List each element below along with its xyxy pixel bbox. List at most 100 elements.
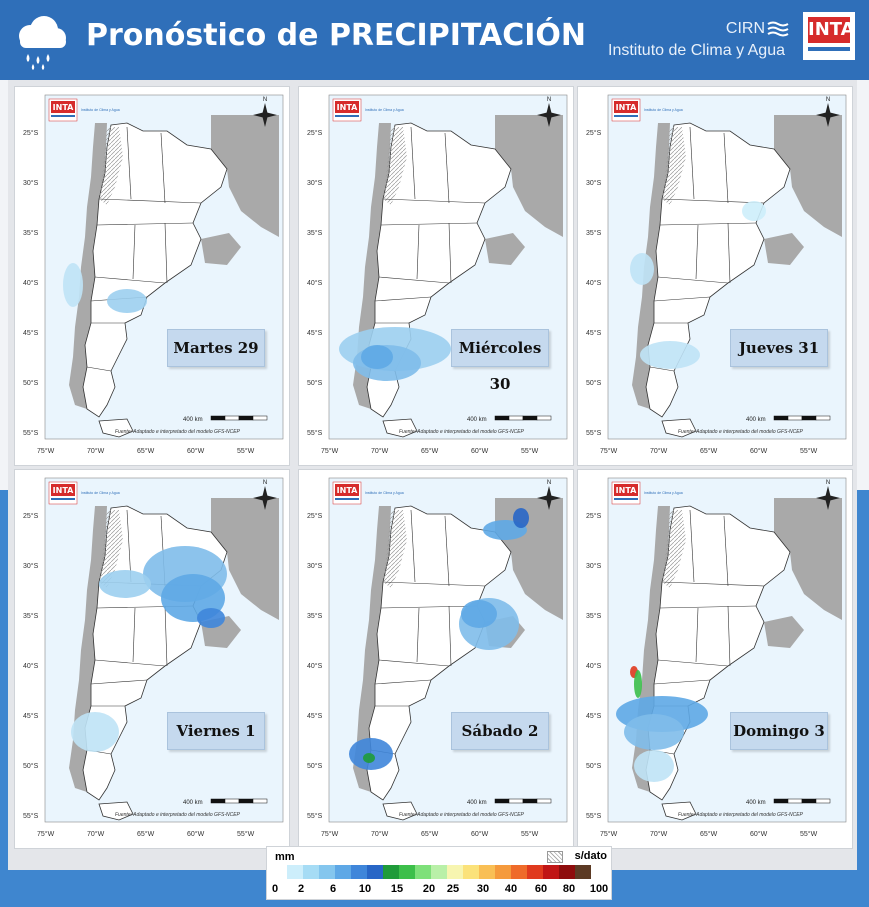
- forecast-map: 25°S 30°S 35°S 40°S 45°S 50°S 55°S 75°W 70°W 65°W…: [307, 94, 568, 455]
- province-border: [723, 132, 729, 204]
- legend-swatch: [367, 865, 383, 879]
- forecast-map-panel: 25°S 30°S 35°S 40°S 45°S 50°S 55°S 75°W 70°W 65°W…: [577, 86, 853, 466]
- legend-unit: mm: [275, 851, 295, 863]
- mini-logo-line: [51, 498, 75, 500]
- lon-label: 75°W: [37, 830, 55, 838]
- lon-label: 55°W: [800, 830, 818, 838]
- scale-segment: [508, 415, 524, 421]
- brand-block: CIRN Instituto de Clima y Agua INTA: [595, 12, 855, 68]
- argentina-land: [82, 122, 228, 418]
- forecast-map: 25°S 30°S 35°S 40°S 45°S 50°S 55°S 75°W 70°W 65°W…: [586, 477, 847, 838]
- uruguay-land: [201, 233, 241, 265]
- source-note: Fuente: Adaptado e interpretado del mode…: [678, 429, 804, 435]
- legend-swatch: [447, 865, 463, 879]
- lon-label: 65°W: [421, 447, 439, 455]
- scale-segment: [238, 798, 254, 804]
- mini-logo-line: [51, 115, 75, 117]
- lon-label: 65°W: [421, 830, 439, 838]
- province-border: [132, 224, 136, 280]
- lon-label: 75°W: [321, 830, 339, 838]
- province-border: [661, 581, 765, 587]
- scale-segment: [252, 798, 268, 804]
- lat-label: 45°S: [23, 712, 39, 720]
- lat-label: 25°S: [23, 512, 39, 520]
- lat-label: 40°S: [586, 662, 602, 670]
- mini-logo-red: [614, 484, 638, 496]
- lon-label: 70°W: [87, 447, 105, 455]
- province-border: [86, 366, 112, 372]
- scale-segment: [787, 415, 803, 421]
- north-label: N: [547, 480, 551, 486]
- tierra-del-fuego: [661, 801, 697, 821]
- forecast-map-panel: 25°S 30°S 35°S 40°S 45°S 50°S 55°S 75°W 70°W 65°W…: [14, 86, 290, 466]
- lat-label: 30°S: [23, 179, 39, 187]
- lat-label: 35°S: [307, 612, 323, 620]
- tierra-del-fuego: [661, 418, 697, 438]
- legend-swatch: [575, 865, 591, 879]
- day-label: Martes 29: [167, 329, 265, 367]
- scale-label: 400 km: [183, 800, 203, 806]
- brazil-land: [211, 115, 279, 237]
- no-data-region: [383, 510, 407, 588]
- cirn-label: CIRN: [725, 20, 765, 37]
- lat-label: 40°S: [586, 279, 602, 287]
- lat-label: 25°S: [307, 129, 323, 137]
- province-border: [444, 515, 450, 587]
- brazil-land: [211, 498, 279, 620]
- lat-label: 55°S: [23, 429, 39, 437]
- mini-logo-red: [335, 101, 359, 113]
- legend-swatch: [415, 865, 431, 879]
- mini-logo-line: [335, 115, 359, 117]
- chile-land: [353, 506, 391, 792]
- province-border: [132, 607, 136, 663]
- lat-label: 55°S: [586, 812, 602, 820]
- north-arrow-icon: [537, 486, 561, 510]
- scale-segment: [787, 798, 803, 804]
- lat-label: 45°S: [586, 712, 602, 720]
- mini-institute-label: Instituto de Clima y Agua: [644, 108, 683, 112]
- lon-label: 55°W: [237, 447, 255, 455]
- forecast-map: 25°S 30°S 35°S 40°S 45°S 50°S 55°S 75°W 70°W 65°W…: [307, 477, 568, 838]
- legend-swatch: [319, 865, 335, 879]
- mini-logo-red: [51, 484, 75, 496]
- day-label: Sábado 2: [451, 712, 549, 750]
- lat-label: 50°S: [586, 762, 602, 770]
- lon-label: 75°W: [321, 447, 339, 455]
- lat-label: 35°S: [23, 229, 39, 237]
- north-arrow-icon: [816, 103, 840, 127]
- north-arrow-icon: [816, 486, 840, 510]
- north-arrow-icon: [253, 486, 277, 510]
- page-title: Pronóstico de PRECIPITACIÓN: [86, 18, 586, 53]
- legend-swatch: [479, 865, 495, 879]
- precipitation-area: [363, 753, 375, 763]
- no-data-hatch-swatch: [547, 851, 563, 863]
- province-border: [448, 222, 452, 284]
- waves-icon: [767, 21, 789, 37]
- lat-label: 55°S: [307, 429, 323, 437]
- lon-label: 70°W: [87, 830, 105, 838]
- scale-label: 400 km: [467, 800, 487, 806]
- mini-logo-text: INTA: [616, 103, 638, 112]
- scale-segment: [210, 798, 226, 804]
- mini-logo-text: INTA: [337, 103, 359, 112]
- north-label: N: [263, 480, 267, 486]
- legend-swatch: [527, 865, 543, 879]
- precipitation-area: [634, 670, 642, 698]
- tierra-del-fuego: [98, 418, 134, 438]
- province-border: [661, 198, 765, 204]
- lat-label: 35°S: [23, 612, 39, 620]
- scale-segment: [224, 415, 240, 421]
- forecast-map-panel: 25°S 30°S 35°S 40°S 45°S 50°S 55°S 75°W 70°W 65°W…: [298, 86, 574, 466]
- scale-segment: [522, 798, 538, 804]
- tierra-del-fuego: [382, 418, 418, 438]
- lon-label: 60°W: [750, 830, 768, 838]
- province-border: [689, 126, 695, 200]
- mini-logo-red: [51, 101, 75, 113]
- mini-logo-line: [614, 115, 638, 117]
- province-border: [126, 126, 132, 200]
- lon-label: 70°W: [371, 447, 389, 455]
- province-border: [649, 366, 675, 372]
- mini-logo-text: INTA: [53, 103, 75, 112]
- north-label: N: [826, 480, 830, 486]
- lon-label: 75°W: [37, 447, 55, 455]
